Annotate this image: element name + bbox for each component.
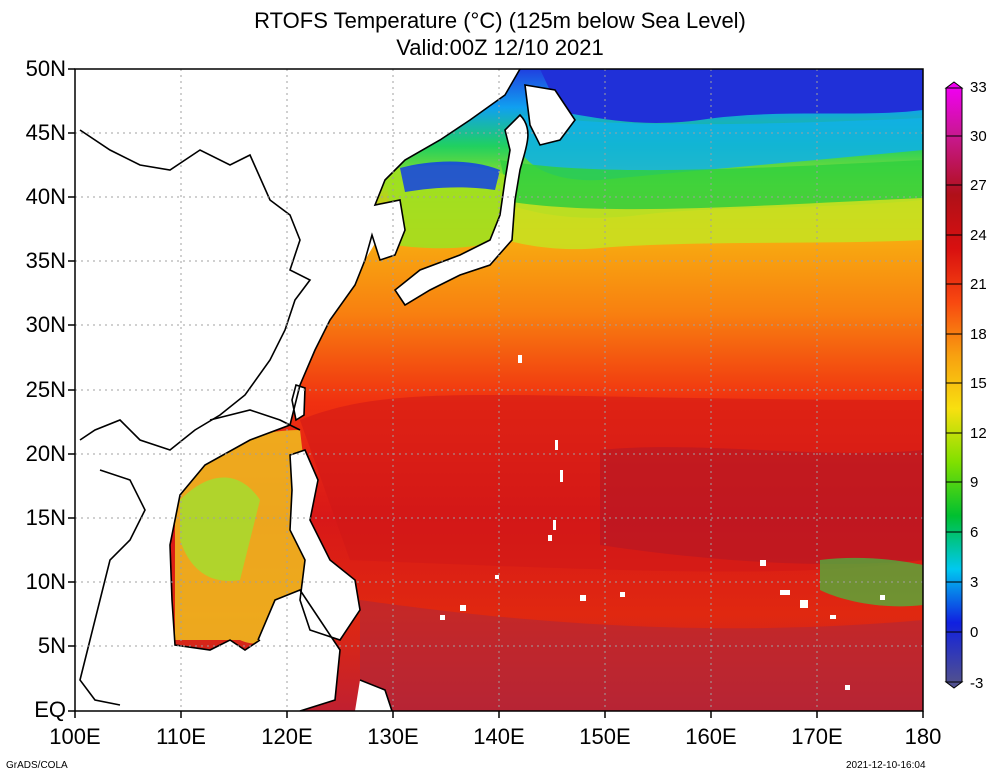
hokkaido <box>525 85 575 145</box>
colorbar <box>944 81 964 689</box>
lat-label: EQ <box>34 697 66 722</box>
lat-label: 10N <box>25 569 66 594</box>
lon-label: 120E <box>261 724 313 749</box>
japan-islands <box>395 115 528 305</box>
lat-label: 20N <box>25 441 66 466</box>
lat-label: 50N <box>25 56 66 81</box>
colorbar-label: 33 <box>970 79 987 96</box>
axis-ticks <box>68 68 924 718</box>
philippines <box>290 450 360 640</box>
colorbar-label: 30 <box>970 128 987 145</box>
colorbar-label: 15 <box>970 375 987 392</box>
lon-label: 160E <box>685 724 737 749</box>
colorbar-label: 27 <box>970 177 987 194</box>
map-valid-time: Valid:00Z 12/10 2021 <box>396 35 604 60</box>
colorbar-label: 6 <box>970 524 979 541</box>
colorbar-label: 18 <box>970 326 987 343</box>
coastlines <box>79 69 576 711</box>
map-title: RTOFS Temperature (°C) (125m below Sea L… <box>254 8 746 33</box>
lon-label: 150E <box>579 724 631 749</box>
plot-area <box>75 69 923 711</box>
colorbar-label: 0 <box>970 624 979 641</box>
lon-label: 110E <box>156 724 206 749</box>
lon-label: 170E <box>791 724 843 749</box>
lat-label: 15N <box>25 505 66 530</box>
colorbar-label: 3 <box>970 574 979 591</box>
lat-label: 45N <box>25 120 66 145</box>
korea-peninsula <box>372 200 405 260</box>
colorbar-label: 12 <box>970 425 987 442</box>
lat-label: 5N <box>37 633 66 658</box>
taiwan <box>292 385 305 420</box>
lon-label: 100E <box>49 724 101 749</box>
lat-label: 25N <box>25 377 66 402</box>
lon-label: 140E <box>473 724 525 749</box>
colorbar-label: 24 <box>970 227 987 244</box>
lon-label: 180 <box>904 724 942 749</box>
footer-credit: GrADS/COLA <box>6 760 68 771</box>
lat-label: 35N <box>25 248 66 273</box>
colorbar-label: 9 <box>970 474 979 491</box>
lat-label: 40N <box>25 184 66 209</box>
footer-timestamp: 2021-12-10-16:04 <box>846 760 926 771</box>
colorbar-label: 21 <box>970 276 987 293</box>
colorbar-label: -3 <box>970 675 984 692</box>
cold-water-band <box>540 69 923 123</box>
pacific-islands <box>440 355 885 690</box>
lat-label: 30N <box>25 312 66 337</box>
lon-label: 130E <box>367 724 419 749</box>
gridlines <box>75 69 923 711</box>
